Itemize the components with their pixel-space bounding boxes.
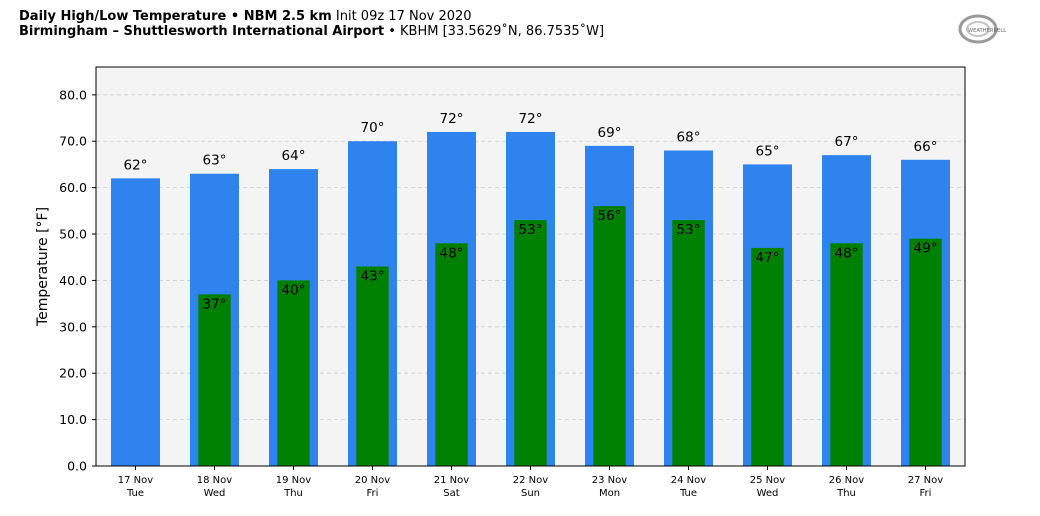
low-temp-bar — [909, 238, 942, 466]
low-temp-label: 47° — [756, 250, 780, 266]
y-tick-label: 20.0 — [59, 366, 87, 381]
high-temp-label: 62° — [124, 157, 148, 173]
low-temp-bar — [277, 280, 310, 466]
x-tick-date: 20 Nov — [355, 475, 391, 486]
high-temp-label: 65° — [756, 143, 780, 159]
x-tick-day: Tue — [126, 488, 144, 499]
x-tick-date: 19 Nov — [276, 475, 312, 486]
chart-title: Daily High/Low Temperature • NBM 2.5 km — [19, 9, 332, 24]
high-temp-label: 70° — [361, 120, 385, 136]
low-temp-label: 48° — [440, 245, 464, 261]
low-temp-label: 37° — [203, 296, 227, 312]
station-coordinates: • KBHM [33.5629˚N, 86.7535˚W] — [388, 24, 605, 39]
x-tick-day: Wed — [757, 488, 779, 499]
low-temp-label: 53° — [677, 222, 701, 238]
y-tick-label: 70.0 — [59, 134, 87, 149]
low-temp-bar — [751, 247, 784, 466]
high-temp-label: 64° — [282, 148, 306, 164]
x-tick-date: 25 Nov — [750, 475, 786, 486]
x-tick-day: Wed — [204, 488, 226, 499]
x-tick-date: 26 Nov — [829, 475, 865, 486]
x-tick-date: 17 Nov — [118, 475, 154, 486]
x-tick-date: 24 Nov — [671, 475, 707, 486]
y-tick-label: 50.0 — [59, 227, 87, 242]
low-temp-label: 48° — [835, 245, 859, 261]
x-tick-date: 22 Nov — [513, 475, 549, 486]
low-temp-label: 40° — [282, 282, 306, 298]
x-tick-day: Thu — [836, 488, 856, 499]
x-tick-date: 21 Nov — [434, 475, 470, 486]
low-temp-bar — [356, 266, 389, 466]
init-time: Init 09z 17 Nov 2020 — [335, 9, 472, 24]
x-tick-date: 27 Nov — [908, 475, 944, 486]
x-tick-day: Fri — [367, 488, 379, 499]
weatherbell-logo: WEATHERBELL — [958, 14, 1006, 44]
high-temp-label: 67° — [835, 134, 859, 150]
location-line: Birmingham – Shuttlesworth International… — [19, 24, 604, 39]
high-temp-label: 72° — [519, 111, 543, 127]
high-temp-label: 66° — [914, 139, 938, 155]
plot-frame — [95, 66, 966, 467]
title-line: Daily High/Low Temperature • NBM 2.5 km … — [19, 9, 604, 24]
high-temp-label: 72° — [440, 111, 464, 127]
x-tick-date: 23 Nov — [592, 475, 628, 486]
x-tick-day: Tue — [679, 488, 697, 499]
high-temp-label: 63° — [203, 153, 227, 169]
high-temp-label: 69° — [598, 125, 622, 141]
x-tick-date: 18 Nov — [197, 475, 233, 486]
low-temp-label: 56° — [598, 208, 622, 224]
low-temp-label: 49° — [914, 241, 938, 257]
low-temp-bar — [198, 294, 231, 466]
y-tick-label: 60.0 — [59, 180, 87, 195]
low-temp-bar — [672, 220, 705, 466]
high-temp-bar — [111, 178, 160, 467]
y-tick-label: 40.0 — [59, 273, 87, 288]
low-temp-bar — [830, 243, 863, 466]
y-tick-label: 0.0 — [67, 459, 87, 474]
y-tick-label: 10.0 — [59, 412, 87, 427]
station-name: Birmingham – Shuttlesworth International… — [19, 24, 385, 39]
logo-text: WEATHERBELL — [968, 28, 1006, 34]
x-tick-day: Sun — [521, 488, 540, 499]
x-tick-day: Thu — [283, 488, 303, 499]
x-tick-day: Sat — [443, 488, 459, 499]
low-temp-label: 53° — [519, 222, 543, 238]
y-axis-label: Temperature [°F] — [35, 207, 51, 327]
x-tick-day: Fri — [920, 488, 932, 499]
x-tick-day: Mon — [599, 488, 620, 499]
low-temp-bar — [514, 220, 547, 466]
y-tick-label: 30.0 — [59, 319, 87, 334]
chart-header: Daily High/Low Temperature • NBM 2.5 km … — [19, 9, 604, 39]
low-temp-bar — [593, 206, 626, 467]
y-tick-label: 80.0 — [59, 87, 87, 102]
low-temp-label: 43° — [361, 269, 385, 285]
low-temp-bar — [435, 243, 468, 466]
high-temp-label: 68° — [677, 130, 701, 146]
